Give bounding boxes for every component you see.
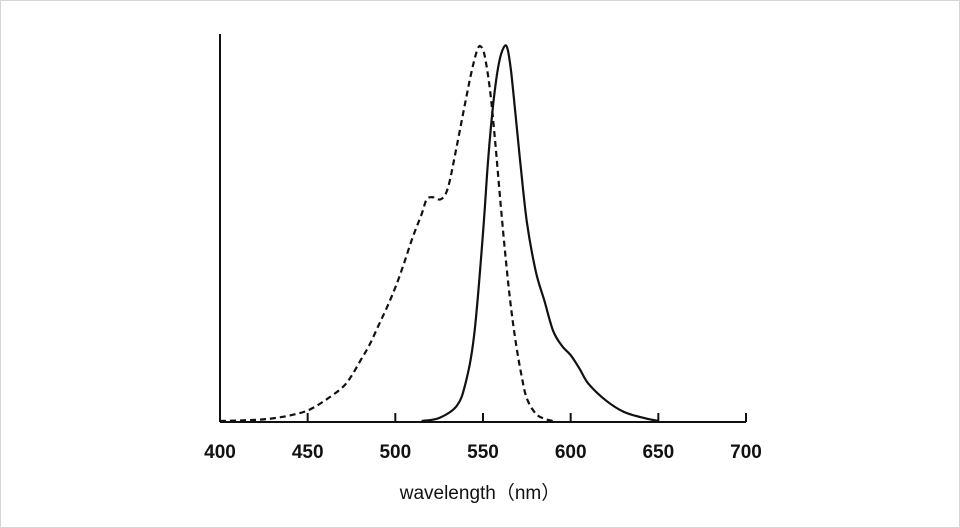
x-tick-label: 650 [642, 442, 674, 463]
dashed-series-line [219, 44, 554, 423]
solid-series-line [421, 44, 659, 423]
x-tick-label: 450 [292, 442, 324, 463]
series-group [219, 44, 659, 423]
x-axis-title: wavelength（nm） [399, 482, 561, 504]
x-tick-label: 700 [730, 442, 762, 463]
x-tick-label: 400 [204, 442, 236, 463]
x-tick-label: 550 [467, 442, 499, 463]
x-ticks: 400 450 500 550 600 650 700 [204, 413, 762, 463]
x-tick-label: 600 [555, 442, 587, 463]
x-tick-label: 500 [379, 442, 411, 463]
